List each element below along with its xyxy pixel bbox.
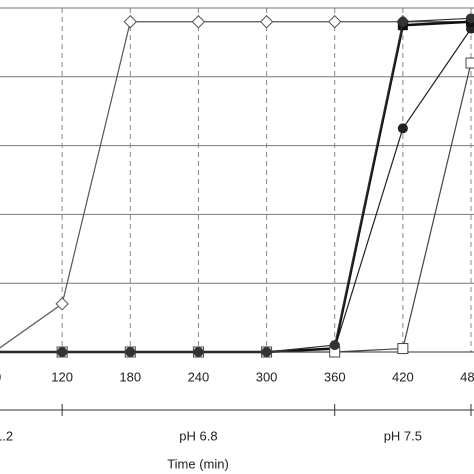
phase-label: pH 6.8 — [179, 428, 217, 443]
point — [328, 15, 342, 29]
series-line — [0, 62, 472, 353]
point — [329, 340, 340, 351]
x-tick-label: 180 — [119, 369, 141, 384]
point — [123, 15, 137, 29]
x-tick-label: 60 — [0, 369, 1, 384]
point — [125, 347, 136, 357]
x-tick-label: 420 — [392, 369, 414, 384]
point — [465, 57, 474, 69]
point — [397, 16, 408, 27]
x-axis-title: Time (min) — [167, 456, 229, 471]
point — [261, 347, 272, 357]
x-tick-label: 240 — [188, 369, 210, 384]
point — [193, 347, 204, 357]
point — [57, 347, 68, 357]
point — [55, 297, 69, 311]
series-line — [0, 17, 472, 353]
series-line — [0, 21, 471, 349]
series-line — [0, 20, 472, 354]
x-tick-label: 360 — [324, 369, 346, 384]
phase-label: pH 7.5 — [384, 428, 422, 443]
point — [397, 123, 408, 134]
x-tick-label: 480 — [460, 369, 474, 384]
x-tick-label: 120 — [51, 369, 73, 384]
point — [259, 15, 274, 29]
point — [466, 13, 474, 24]
phase-label: pH 1.2 — [0, 428, 13, 443]
point — [397, 343, 409, 355]
point — [191, 15, 206, 29]
x-tick-label: 300 — [256, 369, 278, 384]
